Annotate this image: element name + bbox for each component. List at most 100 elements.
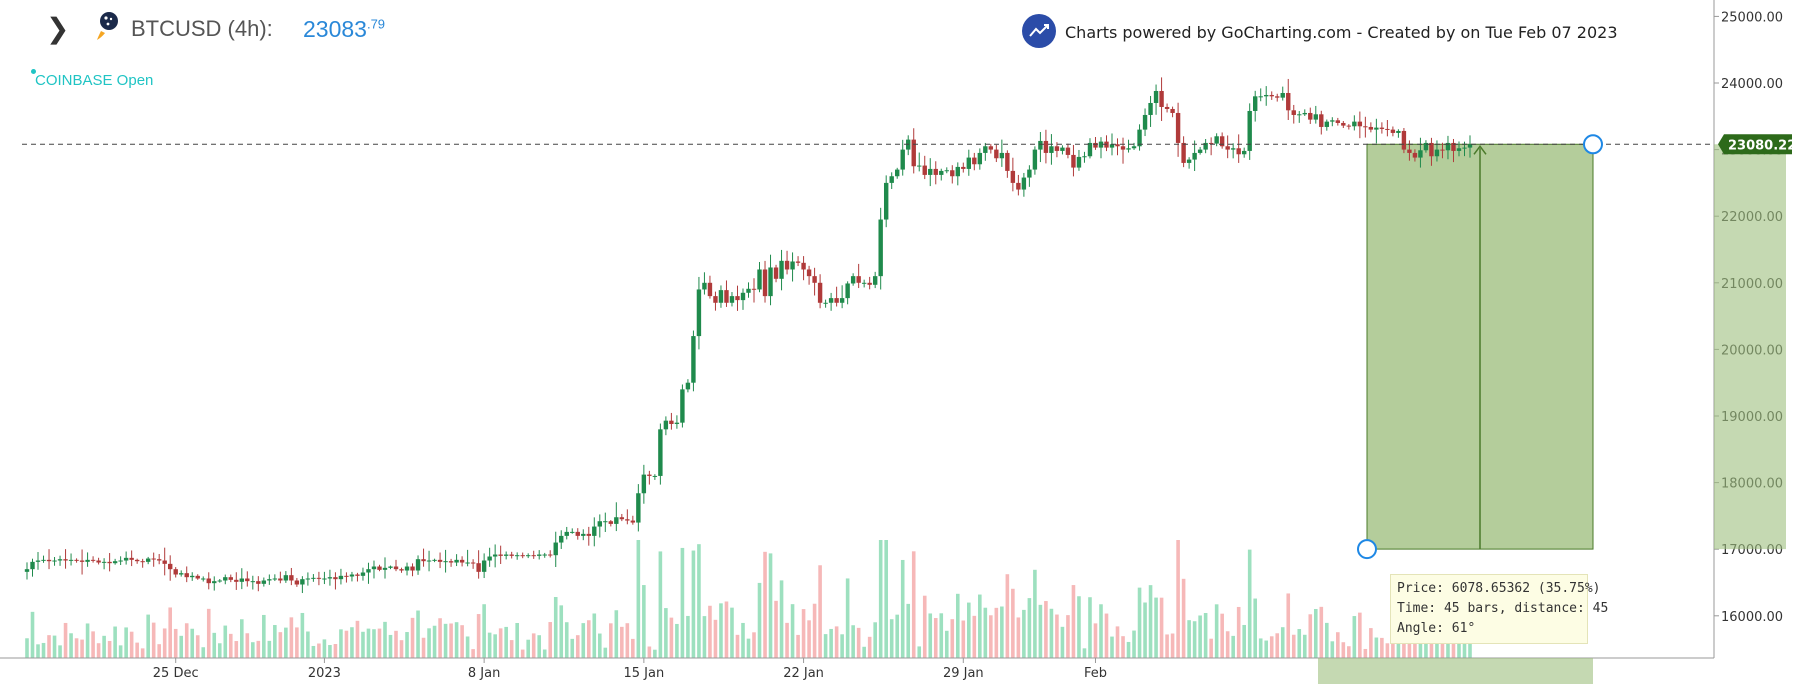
measure-tool[interactable] bbox=[1318, 143, 1786, 684]
candle-body bbox=[278, 578, 283, 581]
volume-bar bbox=[983, 607, 988, 658]
candle bbox=[481, 553, 487, 579]
volume-bar bbox=[179, 635, 184, 658]
candle-body bbox=[1186, 159, 1192, 163]
candle-body bbox=[773, 267, 779, 279]
volume-bar bbox=[994, 607, 999, 658]
candle-body bbox=[96, 560, 101, 563]
candle bbox=[118, 556, 123, 566]
candle-body bbox=[757, 269, 762, 290]
candle-body bbox=[1214, 136, 1219, 144]
candle-body bbox=[1280, 92, 1285, 98]
candle bbox=[850, 273, 856, 286]
price-integer: 23083 bbox=[303, 16, 367, 42]
volume-bar bbox=[939, 613, 944, 658]
candle bbox=[96, 557, 101, 565]
candle bbox=[1120, 137, 1126, 164]
volume-bar bbox=[967, 602, 971, 658]
volume-bar bbox=[1214, 604, 1219, 658]
volume-bar bbox=[658, 551, 663, 658]
candle-body bbox=[1352, 121, 1357, 127]
candle-body bbox=[1445, 142, 1451, 151]
candle bbox=[184, 566, 189, 583]
candle-body bbox=[1423, 142, 1429, 151]
candle-body bbox=[1335, 120, 1341, 123]
candle bbox=[1071, 144, 1076, 177]
candle-body bbox=[1208, 142, 1214, 144]
chart-header: ❯ BTCUSD (4h): 23083.79 COINBASE Open bbox=[0, 0, 900, 89]
candle bbox=[564, 526, 569, 540]
candle-body bbox=[344, 575, 349, 577]
candle bbox=[729, 292, 735, 307]
candle bbox=[757, 262, 762, 293]
candle bbox=[1159, 77, 1164, 121]
candle bbox=[773, 264, 779, 283]
candle-body bbox=[806, 269, 812, 277]
candle-body bbox=[994, 149, 999, 159]
volume-bar bbox=[1297, 629, 1302, 658]
candle-body bbox=[1060, 147, 1065, 151]
candle-body bbox=[377, 566, 382, 570]
volume-bar bbox=[140, 648, 145, 658]
candle-body bbox=[167, 563, 173, 570]
candle bbox=[999, 139, 1005, 167]
candle bbox=[1214, 133, 1219, 147]
candle-body bbox=[663, 420, 669, 430]
volume-bar bbox=[256, 640, 261, 658]
candle bbox=[1352, 115, 1357, 131]
volume-bar bbox=[735, 634, 740, 658]
volume-bar bbox=[245, 633, 250, 658]
volume-bar bbox=[1286, 593, 1291, 658]
candle-body bbox=[355, 574, 360, 576]
chevron-right-icon[interactable]: ❯ bbox=[46, 12, 70, 45]
candle bbox=[1076, 149, 1082, 171]
candle-body bbox=[724, 290, 729, 303]
candle bbox=[1065, 143, 1071, 159]
volume-bar bbox=[328, 645, 332, 658]
candle-body bbox=[101, 561, 107, 563]
volume-bar bbox=[520, 649, 525, 658]
volume-bar bbox=[361, 631, 365, 658]
volume-bar bbox=[1170, 633, 1175, 658]
candle-body bbox=[531, 555, 536, 557]
volume-bar bbox=[223, 625, 228, 658]
candle bbox=[696, 276, 702, 350]
candle bbox=[52, 557, 57, 566]
candle bbox=[1302, 109, 1307, 116]
candle bbox=[828, 292, 834, 311]
volume-bar bbox=[1209, 638, 1213, 658]
candle bbox=[977, 148, 983, 170]
measure-handle bbox=[1583, 134, 1603, 155]
candle bbox=[289, 567, 294, 586]
volume-bar bbox=[933, 618, 938, 658]
volume-bar bbox=[664, 608, 668, 658]
volume-bar bbox=[52, 635, 57, 658]
candle-body bbox=[410, 566, 415, 571]
volume-bar bbox=[1336, 632, 1340, 658]
candle-body bbox=[1286, 92, 1291, 111]
volume-bar bbox=[559, 605, 564, 658]
volume-bar bbox=[405, 632, 409, 658]
candle bbox=[24, 562, 30, 580]
chart-trend-icon bbox=[1022, 14, 1056, 48]
candle bbox=[724, 280, 729, 307]
candle bbox=[768, 254, 773, 306]
volume-bar bbox=[41, 642, 46, 658]
volume-bar bbox=[856, 627, 861, 658]
candle bbox=[1374, 118, 1379, 144]
candle-body bbox=[228, 577, 233, 580]
volume-bar bbox=[1440, 638, 1445, 658]
candle-body bbox=[1385, 128, 1390, 130]
candle bbox=[410, 563, 415, 577]
candle-body bbox=[1170, 108, 1175, 113]
volume-bar bbox=[642, 585, 646, 658]
candle bbox=[531, 550, 536, 559]
candle-body bbox=[685, 382, 691, 390]
candle-body bbox=[895, 169, 900, 177]
candle-body bbox=[1115, 144, 1120, 147]
candle bbox=[151, 552, 156, 567]
last-price-label: 23080.22 bbox=[1728, 138, 1796, 153]
candle bbox=[1368, 122, 1374, 133]
candle-body bbox=[1297, 114, 1302, 116]
